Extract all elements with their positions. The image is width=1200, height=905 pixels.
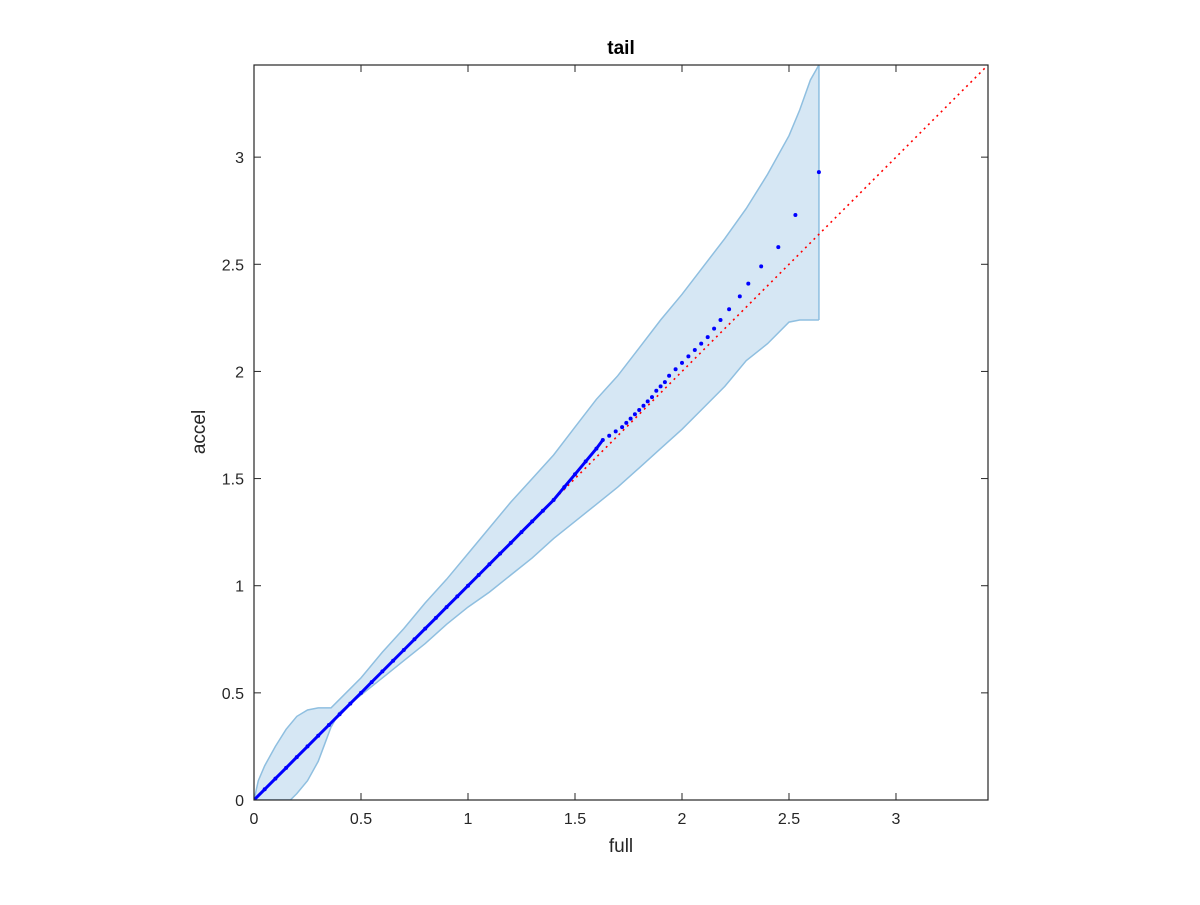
scatter-point	[530, 519, 535, 524]
x-tick-label: 2	[678, 811, 687, 828]
plot-frame	[253, 64, 989, 801]
scatter-point	[673, 367, 678, 372]
x-axis-label: full	[609, 836, 633, 857]
scatter-point	[712, 326, 717, 331]
scatter-point	[294, 755, 299, 760]
scatter-point	[793, 213, 798, 217]
scatter-point	[699, 341, 704, 346]
scatter-point	[628, 416, 633, 421]
y-axis-label: accel	[189, 410, 210, 454]
scatter-point	[369, 680, 374, 685]
scatter-point	[624, 420, 629, 425]
scatter-point	[816, 170, 821, 175]
scatter-point	[284, 765, 289, 770]
scatter-point	[692, 348, 697, 352]
scatter-point	[519, 530, 524, 535]
scatter-point	[326, 723, 331, 727]
scatter-point	[637, 408, 642, 412]
scatter-point	[658, 384, 663, 389]
scatter-point	[466, 583, 470, 588]
scatter-point	[391, 658, 396, 663]
scatter-point	[641, 403, 646, 408]
scatter-point	[645, 399, 650, 404]
scatter-point	[662, 380, 667, 385]
x-tick-label: 0	[250, 811, 259, 828]
scatter-point	[433, 615, 438, 620]
scatter-point	[423, 626, 428, 631]
scatter-point	[401, 648, 406, 652]
scatter-point	[654, 388, 659, 393]
y-tick-label: 0.5	[222, 686, 244, 703]
scatter-point	[487, 562, 492, 567]
scatter-point	[540, 508, 545, 513]
scatter-point	[476, 573, 481, 577]
scatter-point	[650, 395, 654, 400]
scatter-point	[620, 425, 625, 430]
scatter-point	[632, 412, 637, 417]
y-tick-label: 0	[235, 793, 244, 810]
scatter-dense-trail	[254, 439, 605, 800]
scatter-point	[316, 733, 321, 738]
reference-line	[254, 65, 988, 800]
scatter-point	[680, 360, 684, 365]
x-tick-label: 3	[892, 811, 901, 828]
scatter-point	[727, 307, 732, 312]
y-tick-label: 2	[235, 364, 244, 381]
confidence-band-lower-edge	[254, 319, 819, 800]
x-tick-label: 0.5	[350, 811, 372, 828]
scatter-point	[412, 637, 417, 642]
y-tick-label: 1	[235, 579, 244, 596]
scatter-point	[262, 787, 267, 792]
scatter-point	[551, 498, 556, 502]
scatter-point	[746, 281, 751, 286]
scatter-point	[583, 459, 588, 464]
scatter-point	[607, 433, 612, 438]
scatter-point	[573, 472, 577, 477]
x-tick-label: 2.5	[778, 811, 800, 828]
confidence-band-layer	[254, 65, 820, 800]
y-tick-label: 2.5	[222, 257, 244, 274]
chart-title: tail	[607, 38, 634, 59]
x-tick-label: 1	[464, 811, 473, 828]
scatter-point	[776, 245, 781, 250]
scatter-point	[705, 335, 710, 340]
scatter-point	[444, 605, 449, 610]
scatter-point	[594, 446, 599, 451]
scatter-point	[273, 776, 278, 781]
axis-ticks-layer: 0 0.5 1 1.5 2 2.5 3 0 0.5 1 1.5 2 2.5 3	[222, 65, 988, 828]
x-tick-label: 1.5	[564, 811, 586, 828]
scatter-point	[380, 669, 385, 674]
scatter-point	[613, 429, 618, 434]
scatter-point	[498, 551, 503, 556]
confidence-band-upper-edge	[254, 65, 820, 800]
scatter-point	[667, 373, 672, 378]
confidence-band-fill	[254, 65, 819, 800]
scatter-point	[359, 690, 363, 695]
scatter-point	[337, 712, 342, 717]
scatter-point	[455, 594, 460, 599]
y-tick-label: 1.5	[222, 472, 244, 489]
scatter-point	[600, 438, 605, 442]
scatter-point	[686, 354, 691, 359]
scatter-point	[759, 264, 764, 269]
scatter-points-layer	[254, 170, 821, 800]
reference-line-layer	[254, 65, 988, 800]
scatter-point	[305, 744, 310, 749]
y-tick-label: 3	[235, 150, 244, 167]
scatter-point	[562, 485, 567, 490]
scatter-point	[718, 318, 723, 322]
scatter-point	[737, 294, 742, 299]
scatter-point	[348, 701, 353, 706]
scatter-point	[508, 540, 513, 545]
